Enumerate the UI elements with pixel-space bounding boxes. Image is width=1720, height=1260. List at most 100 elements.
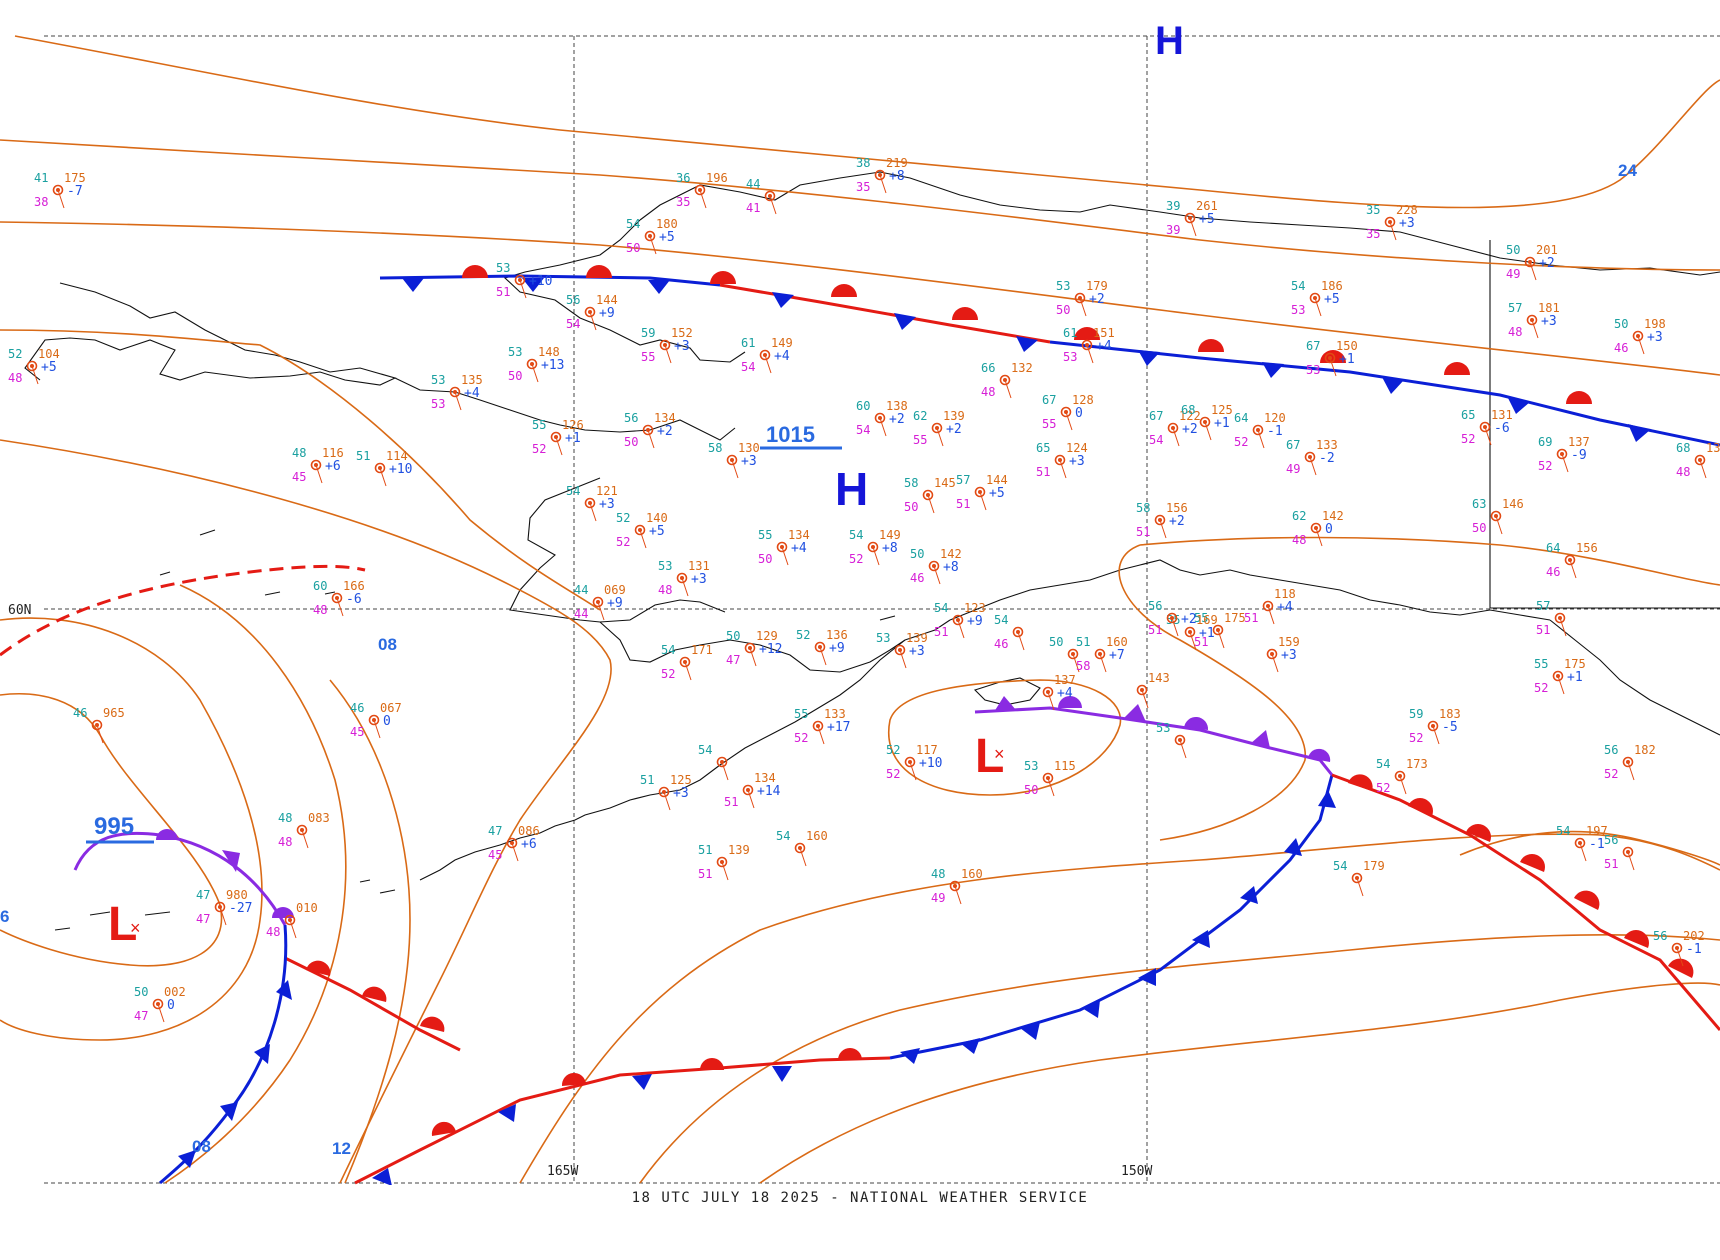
warm-front-symbol	[1408, 798, 1433, 816]
station-dewpoint: 47	[196, 912, 210, 926]
station-dewpoint: 51	[1136, 525, 1150, 539]
station-plot: 53 139+3	[876, 631, 928, 669]
station-dewpoint: 48	[313, 603, 327, 617]
station-temperature: 68	[1181, 403, 1195, 417]
warm-front-symbol	[838, 1048, 862, 1060]
station-circle	[928, 560, 940, 572]
station-plot: 118 51 +4	[1244, 587, 1296, 625]
wind-barb	[1171, 617, 1179, 637]
wind-barb	[1159, 519, 1167, 539]
station-pressure: 139	[728, 843, 750, 857]
wind-barb	[1495, 515, 1503, 535]
station-temperature: 52	[796, 628, 810, 642]
wind-barb	[957, 619, 965, 639]
station-plot: 67 150 53 +1	[1306, 339, 1358, 377]
station-plot: 53	[1156, 721, 1187, 759]
station-temperature: 52	[616, 511, 630, 525]
station-temperature: 56	[1148, 599, 1162, 613]
occluded-symbol	[994, 696, 1016, 712]
wind-barb	[721, 761, 729, 781]
station-circle	[676, 572, 688, 584]
station-plot: 56 51	[1604, 833, 1635, 871]
station-pressure: 179	[1086, 279, 1108, 293]
station-circle	[1564, 554, 1576, 566]
station-pressure-change: +2	[1169, 514, 1185, 529]
isobar-east-2	[1459, 830, 1720, 866]
station-plot: 010 48	[266, 901, 318, 939]
station-temperature: 54	[1556, 824, 1570, 838]
station-plot: 55 169+1	[1166, 613, 1218, 651]
station-dewpoint: 50	[1056, 303, 1070, 317]
station-temperature: 51	[698, 843, 712, 857]
coastline-cook-inlet	[949, 559, 1551, 621]
station-temperature: 35	[1366, 203, 1380, 217]
wind-barb	[1329, 357, 1337, 377]
wind-barb	[1141, 689, 1149, 709]
wind-barb	[1047, 691, 1055, 711]
station-dewpoint: 48	[1508, 325, 1522, 339]
warm-front-symbol	[561, 1072, 586, 1086]
isobar-west-1	[0, 439, 612, 1184]
station-plot: 54 179	[1333, 859, 1385, 897]
isobar-north-3	[0, 221, 1720, 376]
station-temperature: 47	[196, 888, 210, 902]
cold-front-symbol	[498, 1104, 516, 1122]
station-pressure: 002	[164, 985, 186, 999]
warm-front-symbol	[1348, 774, 1373, 791]
station-pressure: 159	[1278, 635, 1300, 649]
coastline-seward-peninsula	[24, 282, 397, 386]
station-dewpoint: 46	[1614, 341, 1628, 355]
station-dewpoint: 50	[626, 241, 640, 255]
station-temperature: 53	[1156, 721, 1170, 735]
station-temperature: 64	[1234, 411, 1248, 425]
station-dewpoint: 45	[350, 725, 364, 739]
station-pressure: 134	[754, 771, 776, 785]
station-pressure: 130	[738, 441, 760, 455]
isobar-west-2	[0, 329, 601, 611]
station-plot: 59 152 55 +3	[641, 326, 693, 364]
station-circle	[974, 486, 986, 498]
station-dewpoint: 48	[278, 835, 292, 849]
fronts	[0, 265, 1720, 1185]
station-plot: 53 179 50 +2	[1056, 279, 1108, 317]
cold-front-symbol	[632, 1074, 652, 1090]
station-circle	[1060, 406, 1072, 418]
station-pressure-change: +4	[774, 349, 790, 364]
station-pressure: 148	[538, 345, 560, 359]
wind-barb	[96, 724, 104, 744]
station-dewpoint: 50	[1472, 521, 1486, 535]
station-temperature: 53	[496, 261, 510, 275]
station-pressure: 173	[1406, 757, 1428, 771]
isobar-east-loop	[1118, 536, 1720, 841]
station-plot: 134 51 +14	[724, 771, 781, 809]
station-plot: 48 160 49	[931, 867, 983, 905]
station-pressure-change: +3	[1647, 330, 1663, 345]
station-dewpoint: 58	[1076, 659, 1090, 673]
isobar-label: 08	[378, 635, 397, 654]
station-circle	[368, 714, 380, 726]
warm-front-symbol	[431, 1121, 456, 1136]
occluded-symbol	[222, 850, 240, 872]
station-pressure-change: +9	[967, 614, 983, 629]
cold-front-symbol	[1240, 886, 1258, 904]
wind-barb	[954, 885, 962, 905]
station-pressure-change: +3	[599, 497, 615, 512]
map-caption: 18 UTC JULY 18 2025 - NATIONAL WEATHER S…	[631, 1190, 1089, 1206]
station-pressure-change: +3	[909, 644, 925, 659]
station-dewpoint: 48	[1292, 533, 1306, 547]
wind-barb	[1676, 947, 1684, 967]
wind-barb	[1059, 459, 1067, 479]
station-pressure-change: -2	[1319, 451, 1335, 466]
station-pressure: 123	[964, 601, 986, 615]
station-plot: 46 067 45 0	[350, 701, 402, 739]
wind-barb	[1267, 605, 1275, 625]
station-pressure: 139	[943, 409, 965, 423]
station-plot: 68 138 48	[1676, 441, 1720, 479]
station-temperature: 56	[1604, 833, 1618, 847]
high-center-symbol: H	[835, 463, 868, 515]
coastline-north-slope	[639, 171, 1720, 276]
isobar-north-2	[0, 139, 1720, 271]
station-plot: 55 175 51	[1194, 611, 1246, 649]
wind-barb	[219, 906, 227, 926]
wind-barb	[1432, 725, 1440, 745]
